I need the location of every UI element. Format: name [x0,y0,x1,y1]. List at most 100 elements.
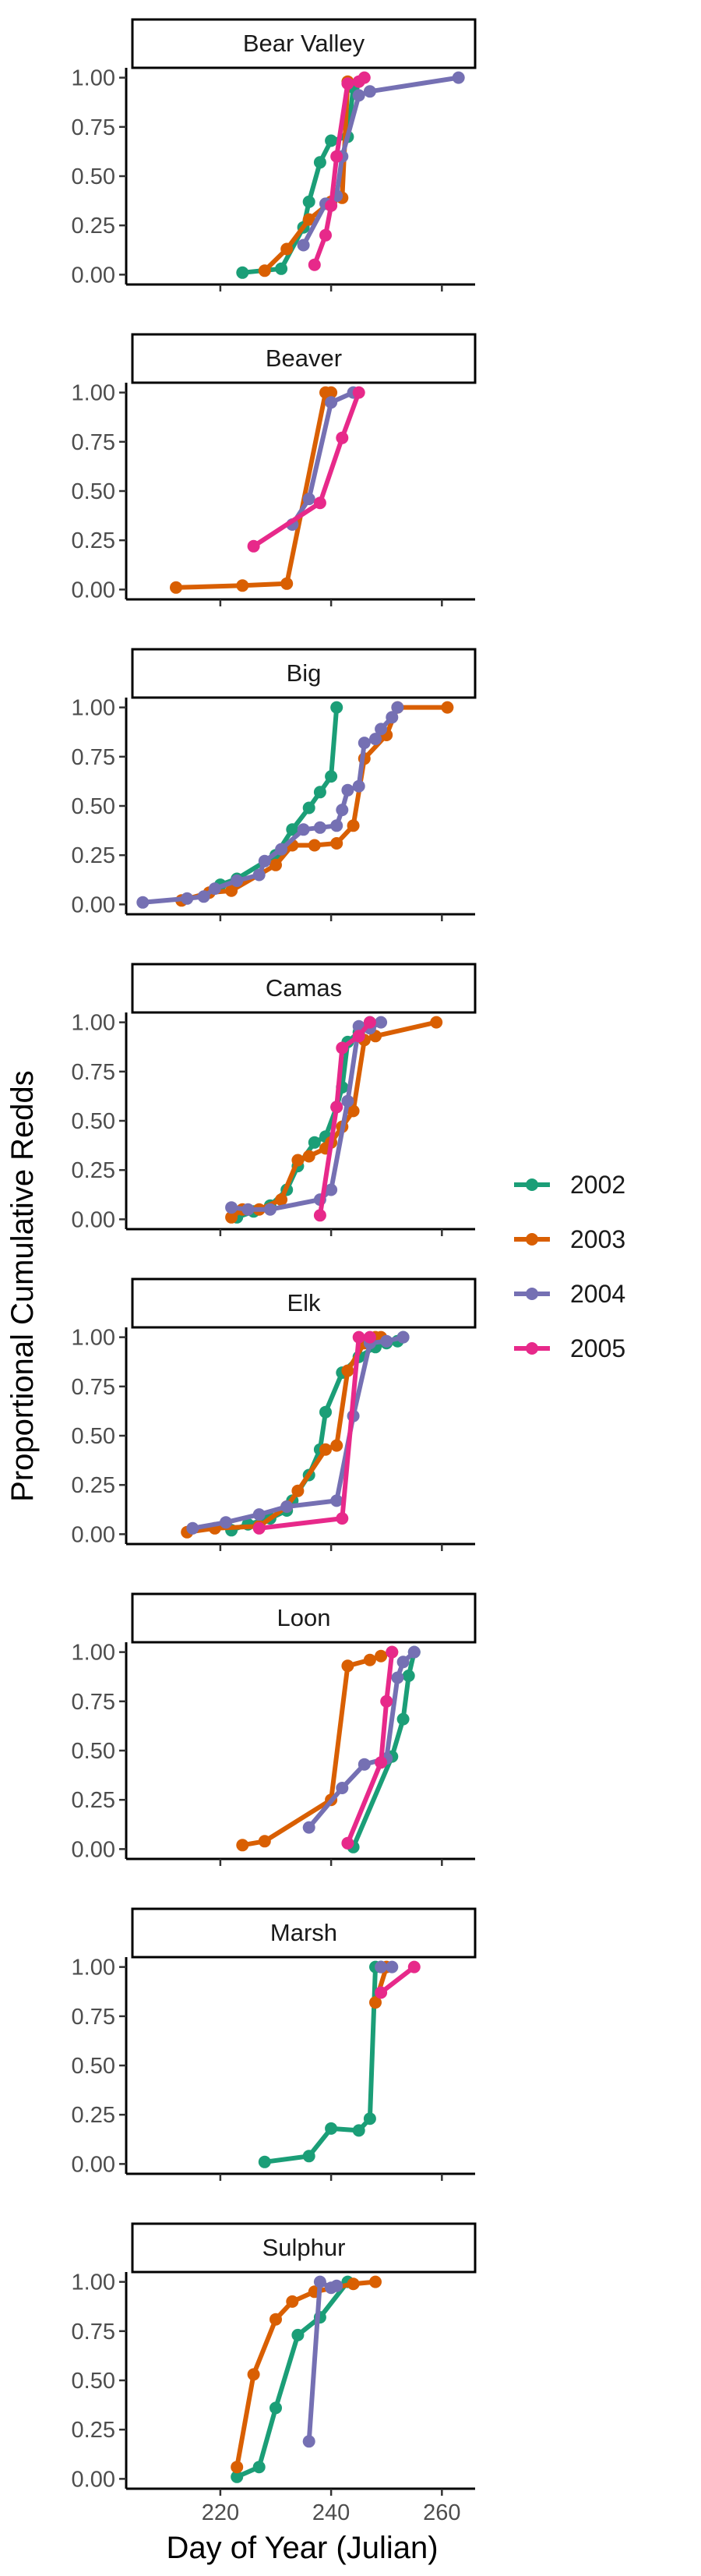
data-point [341,1836,354,1850]
data-point [363,1653,376,1666]
data-point [302,1150,315,1163]
strip-label: Bear Valley [243,30,365,57]
data-point [275,843,288,856]
data-point [375,1649,388,1663]
y-tick-label: 1.00 [72,1326,115,1351]
y-tick-label: 0.75 [72,2320,115,2345]
data-point [369,1996,382,2009]
x-axis-title: Day of Year (Julian) [166,2531,438,2565]
data-point [263,1203,277,1216]
y-tick-label: 0.00 [72,578,115,602]
y-tick-label: 0.50 [72,1739,115,1764]
data-point [375,1016,388,1029]
data-point [186,1521,199,1535]
legend-label: 2004 [570,1280,625,1308]
data-point [380,1694,393,1708]
data-point [330,2279,343,2292]
y-tick-label: 0.25 [72,214,115,239]
data-point [347,2277,360,2291]
data-point [258,1835,271,1848]
data-point [291,1154,305,1167]
data-point [280,1500,294,1513]
strip-label: Loon [277,1604,331,1631]
y-tick-label: 0.00 [72,2152,115,2177]
y-tick-label: 0.50 [72,2054,115,2079]
data-point [375,1986,388,1999]
data-point [280,577,294,590]
data-point [291,2328,305,2341]
series-line [379,1964,417,1995]
data-point [375,723,388,736]
data-point [297,823,310,836]
panels-layer: Bear Valley 0.00 0.25 0.50 0.75 1.00 Beaver 0.0… [72,18,477,2525]
data-point [430,1016,443,1029]
data-point [336,1041,349,1055]
y-tick-label: 1.00 [72,381,115,406]
data-point [325,199,338,212]
legend-label: 2005 [570,1334,625,1362]
y-tick-label: 0.00 [72,1207,115,1232]
data-point [352,89,365,102]
y-tick-label: 0.75 [72,1375,115,1400]
panel-bear-valley: Bear Valley 0.00 0.25 0.50 0.75 1.00 [72,18,477,292]
data-point [352,779,365,793]
data-point [258,2155,271,2168]
data-point [302,2150,315,2163]
x-tick-label: 240 [312,2500,350,2525]
data-point [441,701,454,714]
data-point [375,1960,388,1974]
data-point [252,1521,266,1535]
data-point [325,386,338,399]
data-point [336,431,349,444]
y-tick-label: 1.00 [72,696,115,721]
data-point [258,264,271,277]
data-point [358,737,371,750]
y-tick-label: 1.00 [72,1641,115,1666]
series-2004-loon [302,1645,421,1834]
data-point [280,242,294,256]
data-point [391,1671,404,1684]
strip-box [131,333,477,384]
data-point [330,819,343,832]
data-point [325,1183,338,1196]
y-tick-label: 0.50 [72,479,115,504]
y-tick-label: 0.75 [72,1060,115,1085]
data-point [247,539,260,553]
legend-swatch-dot [526,1288,538,1300]
y-tick-label: 1.00 [72,1011,115,1036]
data-point [269,2401,282,2415]
y-tick-label: 1.00 [72,1956,115,1981]
series-line [229,1019,384,1212]
strip-label: Sulphur [262,2234,346,2261]
strip-label: Elk [287,1289,321,1316]
y-tick-label: 0.25 [72,1473,115,1498]
data-point [358,1758,371,1771]
y-tick-label: 0.00 [72,892,115,917]
data-point [236,266,249,279]
data-point [269,2313,282,2326]
strip-box [131,18,477,69]
data-point [330,701,343,714]
series-2005-elk [252,1330,376,1535]
data-point [291,1484,305,1497]
legend-item-2004: 2004 [514,1280,625,1308]
strip-box [131,1277,477,1329]
panel-big: Big 0.00 0.25 0.50 0.75 1.00 [72,648,477,921]
data-point [380,1334,393,1348]
data-point [386,1645,399,1659]
data-point [286,823,299,836]
data-point [347,819,360,832]
data-point [297,239,310,252]
strip-box [131,2222,477,2274]
data-point [313,2275,326,2288]
data-point [319,228,332,242]
data-point [236,1839,249,1852]
data-point [302,493,315,506]
data-point [330,1494,343,1507]
strip-box [131,963,477,1014]
series-line [234,1019,372,1220]
y-tick-label: 0.00 [72,263,115,288]
legend-item-2002: 2002 [514,1171,625,1199]
